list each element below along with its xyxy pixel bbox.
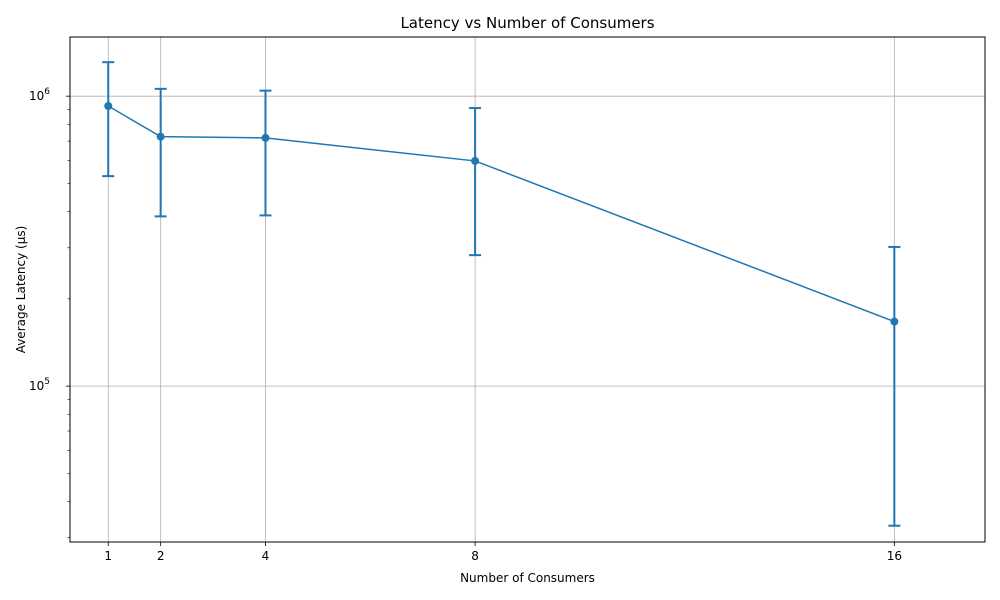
- y-tick-label: 106: [29, 87, 50, 103]
- x-tick-label: 1: [104, 549, 112, 563]
- data-point: [261, 133, 270, 142]
- plot-frame: [69, 36, 986, 543]
- y-tick-base: 10: [29, 89, 44, 103]
- y-tick-exponent: 5: [44, 377, 50, 387]
- x-tick-label: 4: [262, 549, 270, 563]
- y-tick-exponent: 6: [44, 87, 50, 97]
- y-axis-label: Average Latency (μs): [14, 226, 28, 354]
- y-tick-label: 105: [29, 377, 50, 393]
- x-tick-label: 8: [471, 549, 479, 563]
- data-point: [156, 132, 165, 141]
- data-point: [890, 317, 899, 326]
- data-layer: [102, 61, 901, 527]
- x-axis-label: Number of Consumers: [460, 571, 595, 585]
- y-tick-base: 10: [29, 379, 44, 393]
- chart-title: Latency vs Number of Consumers: [400, 14, 654, 32]
- grid-layer: [70, 37, 985, 542]
- data-point: [104, 102, 113, 111]
- x-tick-label: 16: [887, 549, 902, 563]
- x-tick-label: 2: [157, 549, 165, 563]
- series-line: [107, 105, 895, 323]
- data-point: [471, 156, 480, 165]
